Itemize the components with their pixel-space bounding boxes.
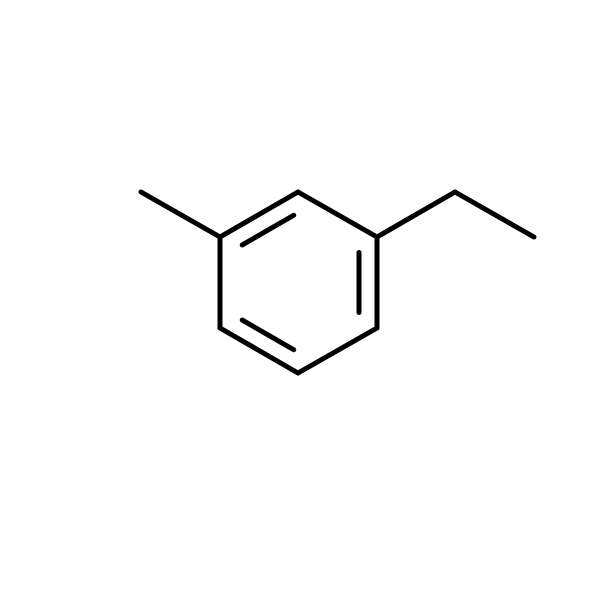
bond-0 bbox=[298, 192, 377, 237]
bond-2 bbox=[298, 328, 377, 373]
bond-3 bbox=[220, 328, 298, 373]
bond-10 bbox=[377, 192, 455, 237]
bond-5 bbox=[220, 192, 298, 237]
molecule-diagram bbox=[0, 0, 600, 600]
bond-11 bbox=[455, 192, 534, 237]
bond-9 bbox=[141, 192, 220, 237]
